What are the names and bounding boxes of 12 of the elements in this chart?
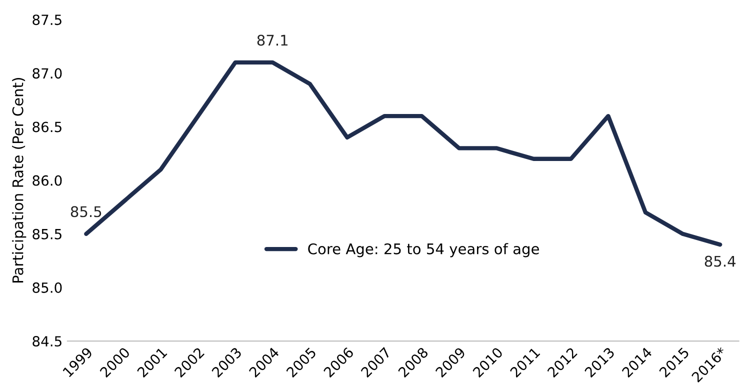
y-tick-label: 87.5 [32,14,62,26]
y-tick-label: 86.5 [32,122,62,132]
y-axis-title: Participation Rate (Per Cent) [12,78,26,282]
y-tick-label: 85.5 [32,228,62,240]
data-label: 85.5 [70,206,102,218]
y-tick-label: 84.5 [32,336,62,347]
data-label: 85.4 [704,256,736,267]
y-tick-label: 85.0 [32,282,62,293]
y-tick-label: 86.0 [32,175,62,186]
y-tick-label: 87.0 [32,68,62,79]
legend-label: Core Age: 25 to 54 years of age [308,243,539,258]
data-label: 87.1 [257,34,288,46]
